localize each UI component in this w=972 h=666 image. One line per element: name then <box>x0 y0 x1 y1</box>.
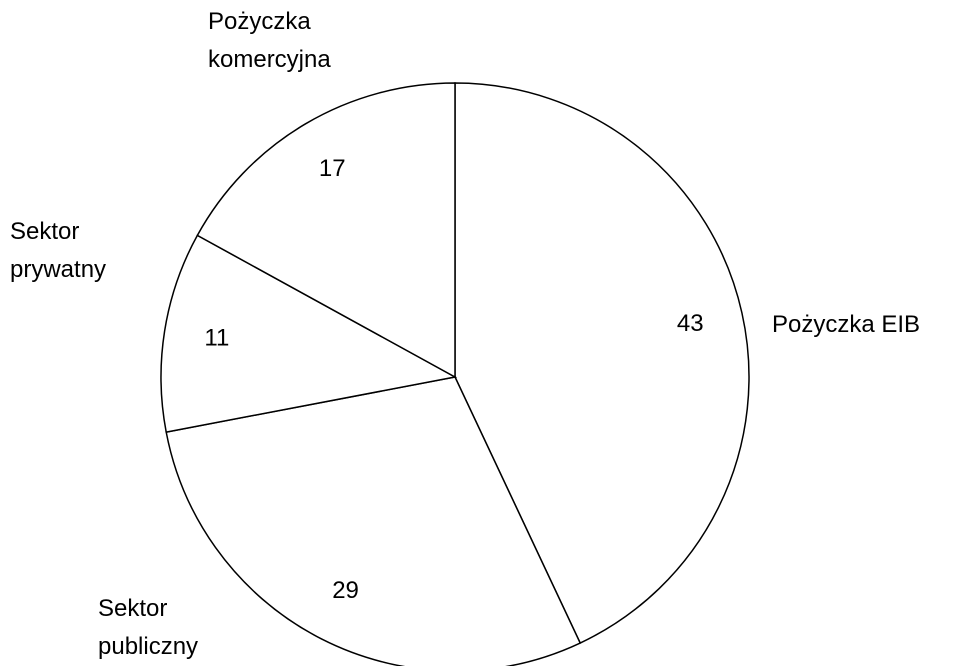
value-label: 17 <box>319 155 346 182</box>
pie-slice <box>160 234 458 433</box>
pie-slice <box>196 82 456 379</box>
category-label: Pożyczka EIB <box>772 311 921 338</box>
pie-slice <box>165 376 582 666</box>
category-label: Sektor prywatny <box>10 218 107 283</box>
category-label: Sektor publiczny <box>98 595 199 660</box>
value-label: 11 <box>204 325 229 352</box>
pie-slice <box>454 82 750 645</box>
category-label: Pożyczka komercyjna <box>208 8 331 73</box>
value-label: 29 <box>332 577 359 604</box>
value-label: 43 <box>677 310 704 337</box>
